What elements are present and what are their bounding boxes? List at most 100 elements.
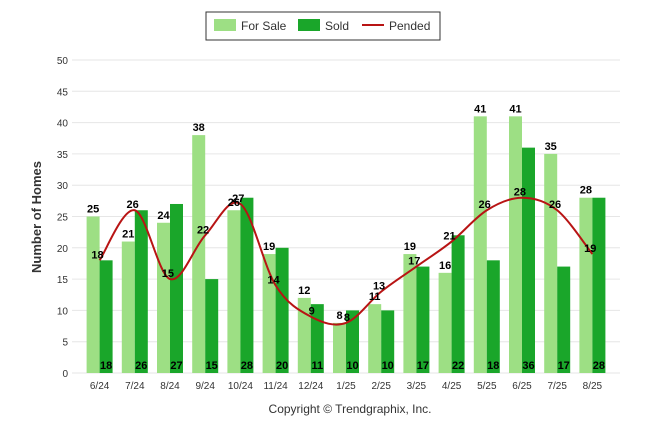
legend: For Sale Sold Pended bbox=[205, 11, 441, 41]
bar-sold bbox=[99, 260, 113, 373]
x-tick-label: 6/24 bbox=[90, 381, 110, 392]
bars bbox=[86, 116, 606, 373]
data-label-for-sale: 24 bbox=[157, 210, 170, 222]
y-axis-ticks: 0 5 10 15 20 25 30 35 40 45 50 bbox=[57, 56, 69, 380]
bar-for-sale bbox=[297, 297, 311, 373]
data-label-sold: 28 bbox=[241, 360, 253, 372]
y-axis-title: Number of Homes bbox=[29, 161, 44, 273]
data-label-sold: 28 bbox=[593, 360, 605, 372]
data-label-pended: 8 bbox=[344, 312, 350, 324]
bar-sold bbox=[451, 235, 465, 373]
data-label-pended: 19 bbox=[584, 243, 596, 255]
y-tick-label: 5 bbox=[62, 338, 68, 349]
data-label-pended: 17 bbox=[408, 256, 420, 268]
data-label-sold: 22 bbox=[452, 360, 464, 372]
x-tick-label: 3/25 bbox=[407, 381, 427, 392]
bar-sold bbox=[557, 266, 571, 373]
legend-label-for-sale: For Sale bbox=[241, 19, 287, 33]
data-label-sold: 36 bbox=[522, 360, 534, 372]
x-tick-label: 6/25 bbox=[512, 381, 532, 392]
data-label-sold: 10 bbox=[382, 360, 394, 372]
bar-sold bbox=[416, 266, 430, 373]
data-label-pended: 21 bbox=[443, 231, 455, 243]
x-tick-label: 2/25 bbox=[371, 381, 391, 392]
bar-for-sale bbox=[333, 322, 346, 373]
data-label-sold: 11 bbox=[311, 360, 323, 372]
data-label-sold: 20 bbox=[276, 360, 288, 372]
data-label-pended: 28 bbox=[514, 187, 526, 199]
bar-for-sale bbox=[262, 254, 276, 373]
bar-for-sale bbox=[157, 222, 170, 373]
data-label-for-sale: 25 bbox=[87, 204, 99, 216]
x-tick-label: 9/24 bbox=[195, 381, 215, 392]
legend-swatch-sold bbox=[298, 19, 320, 31]
x-tick-label: 8/24 bbox=[160, 381, 180, 392]
x-tick-label: 10/24 bbox=[228, 381, 253, 392]
data-label-for-sale: 41 bbox=[509, 103, 521, 115]
x-tick-label: 5/25 bbox=[477, 381, 497, 392]
data-label-for-sale: 26 bbox=[228, 197, 240, 209]
bar-sold bbox=[240, 197, 254, 373]
bar-for-sale bbox=[473, 116, 487, 373]
data-label-for-sale: 19 bbox=[404, 241, 416, 253]
data-label-for-sale: 19 bbox=[263, 241, 275, 253]
bar-for-sale bbox=[544, 153, 558, 373]
legend-box bbox=[205, 11, 441, 41]
data-label-for-sale: 38 bbox=[193, 122, 205, 134]
data-label-for-sale: 11 bbox=[369, 291, 381, 303]
legend-label-sold: Sold bbox=[325, 19, 349, 33]
bar-sold bbox=[346, 310, 359, 373]
data-label-pended: 27 bbox=[232, 193, 244, 205]
data-label-sold: 17 bbox=[558, 360, 570, 372]
data-label-sold: 17 bbox=[417, 360, 429, 372]
bar-for-sale bbox=[403, 254, 417, 373]
data-label-pended: 26 bbox=[479, 199, 491, 211]
data-label-for-sale: 12 bbox=[298, 285, 310, 297]
data-label-pended: 13 bbox=[373, 281, 385, 293]
x-tick-label: 12/24 bbox=[298, 381, 323, 392]
y-tick-label: 40 bbox=[57, 119, 69, 130]
x-tick-label: 7/25 bbox=[547, 381, 567, 392]
y-tick-label: 10 bbox=[57, 306, 69, 317]
bar-for-sale bbox=[368, 304, 382, 373]
data-label-for-sale: 16 bbox=[439, 260, 451, 272]
data-label-sold: 26 bbox=[135, 360, 147, 372]
bar-for-sale bbox=[86, 216, 100, 373]
bar-for-sale bbox=[579, 197, 593, 373]
data-label-for-sale: 35 bbox=[545, 141, 557, 153]
bar-for-sale bbox=[227, 210, 241, 373]
x-tick-label: 8/25 bbox=[583, 381, 603, 392]
bar-sold bbox=[592, 197, 606, 373]
data-label-pended: 15 bbox=[162, 268, 174, 280]
legend-swatch-for-sale bbox=[214, 19, 236, 31]
x-tick-label: 7/24 bbox=[125, 381, 145, 392]
pended-line bbox=[98, 196, 594, 326]
data-label-sold: 10 bbox=[346, 360, 358, 372]
pended-line-layer bbox=[98, 196, 594, 326]
x-axis-ticks: 6/24 7/24 8/24 9/24 10/24 11/24 12/24 1/25 2/25 3… bbox=[90, 381, 603, 392]
data-label-for-sale: 8 bbox=[336, 310, 342, 322]
y-tick-label: 15 bbox=[57, 275, 69, 286]
data-label-pended: 26 bbox=[549, 199, 561, 211]
y-tick-label: 45 bbox=[57, 87, 69, 98]
data-label-for-sale: 41 bbox=[474, 103, 486, 115]
x-tick-label: 11/24 bbox=[263, 381, 288, 392]
data-label-pended: 18 bbox=[91, 249, 103, 261]
y-tick-label: 35 bbox=[57, 150, 69, 161]
legend-label-pended: Pended bbox=[389, 19, 430, 33]
data-label-pended: 14 bbox=[267, 274, 280, 286]
bar-for-sale bbox=[509, 116, 522, 373]
y-tick-label: 25 bbox=[57, 213, 69, 224]
data-label-sold: 18 bbox=[487, 360, 499, 372]
data-label-for-sale: 21 bbox=[122, 229, 134, 241]
x-tick-label: 4/25 bbox=[442, 381, 462, 392]
bar-for-sale bbox=[121, 241, 135, 373]
data-label-pended: 9 bbox=[309, 306, 315, 318]
data-label-sold: 15 bbox=[206, 360, 218, 372]
data-label-for-sale: 28 bbox=[580, 185, 592, 197]
bar-sold bbox=[170, 203, 183, 373]
bar-sold bbox=[522, 147, 535, 373]
copyright-text: Copyright © Trendgraphix, Inc. bbox=[269, 402, 432, 416]
bar-sold bbox=[205, 279, 219, 373]
